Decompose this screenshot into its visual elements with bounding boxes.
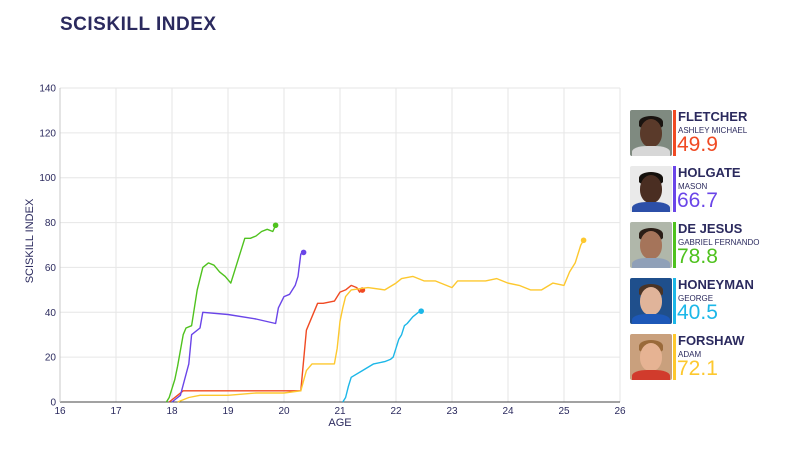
series-line-forshaw xyxy=(177,239,585,403)
y-tick-label: 100 xyxy=(39,173,56,184)
player-surname: HONEYMAN xyxy=(678,277,754,292)
player-photo xyxy=(630,110,672,156)
y-tick-label: 140 xyxy=(39,84,56,95)
player-firstname: ADAM xyxy=(678,350,702,359)
x-tick-label: 26 xyxy=(614,406,626,417)
player-photo xyxy=(630,166,672,212)
player-photo xyxy=(630,222,672,268)
legend-item[interactable]: FORSHAW ADAM 72.1 xyxy=(628,332,798,388)
x-tick-label: 18 xyxy=(166,406,178,417)
series-color-stripe xyxy=(673,334,676,380)
y-tick-label: 20 xyxy=(45,353,57,364)
series-color-stripe xyxy=(673,222,676,268)
y-tick-label: 120 xyxy=(39,128,56,139)
y-tick-label: 60 xyxy=(45,263,57,274)
x-tick-label: 23 xyxy=(446,406,458,417)
series-color-stripe xyxy=(673,110,676,156)
player-firstname: MASON xyxy=(678,182,708,191)
tick-labels: 16 17 18 19 20 21 22 23 24 25 26 0 20 40 60 80 100 120 140 xyxy=(39,84,626,418)
chart-title: SCISKILL INDEX xyxy=(60,14,217,35)
x-tick-label: 20 xyxy=(278,406,290,417)
series-color-stripe xyxy=(673,166,676,212)
player-surname: FLETCHER xyxy=(678,109,748,124)
x-tick-label: 17 xyxy=(110,406,122,417)
player-surname: DE JESUS xyxy=(678,221,743,236)
player-surname: HOLGATE xyxy=(678,165,741,180)
x-axis-label: AGE xyxy=(328,417,351,429)
x-tick-label: 25 xyxy=(558,406,570,417)
legend-item[interactable]: HOLGATE MASON 66.7 xyxy=(628,164,798,220)
series-endpoint xyxy=(272,222,279,229)
series-line-honeyman xyxy=(342,310,422,403)
grid xyxy=(59,87,621,403)
series-endpoint xyxy=(580,237,587,244)
series-lines xyxy=(165,222,587,403)
player-firstname: GABRIEL FERNANDO xyxy=(678,238,760,247)
series-endpoint xyxy=(418,308,425,314)
player-surname: FORSHAW xyxy=(678,333,745,348)
x-tick-label: 24 xyxy=(502,406,514,417)
series-line-fletcher xyxy=(168,284,363,403)
x-tick-label: 16 xyxy=(54,406,66,417)
y-tick-label: 40 xyxy=(45,308,57,319)
x-tick-label: 22 xyxy=(390,406,402,417)
x-tick-label: 19 xyxy=(222,406,234,417)
legend-item[interactable]: DE JESUS GABRIEL FERNANDO 78.8 xyxy=(628,220,798,276)
legend-item[interactable]: HONEYMAN GEORGE 40.5 xyxy=(628,276,798,332)
y-tick-label: 80 xyxy=(45,218,57,229)
player-firstname: GEORGE xyxy=(678,294,714,303)
y-tick-label: 0 xyxy=(50,398,56,409)
y-axis-label: SCISKILL INDEX xyxy=(24,198,36,283)
player-photo xyxy=(630,278,672,324)
player-score: 72.1 xyxy=(677,357,718,380)
x-tick-label: 21 xyxy=(334,406,346,417)
legend-item[interactable]: FLETCHER ASHLEY MICHAEL 49.9 xyxy=(628,108,798,164)
player-firstname: ASHLEY MICHAEL xyxy=(678,126,748,135)
player-score: 40.5 xyxy=(677,301,718,324)
player-photo xyxy=(630,334,672,380)
player-score: 49.9 xyxy=(677,133,718,156)
player-score: 78.8 xyxy=(677,245,718,268)
series-line-holgate xyxy=(171,251,304,403)
player-score: 66.7 xyxy=(677,189,718,212)
player-legend: FLETCHER ASHLEY MICHAEL 49.9 HOLGATE MAS… xyxy=(628,108,798,388)
series-endpoint xyxy=(300,249,307,256)
series-line-de-jesus xyxy=(165,225,277,403)
series-color-stripe xyxy=(673,278,676,324)
